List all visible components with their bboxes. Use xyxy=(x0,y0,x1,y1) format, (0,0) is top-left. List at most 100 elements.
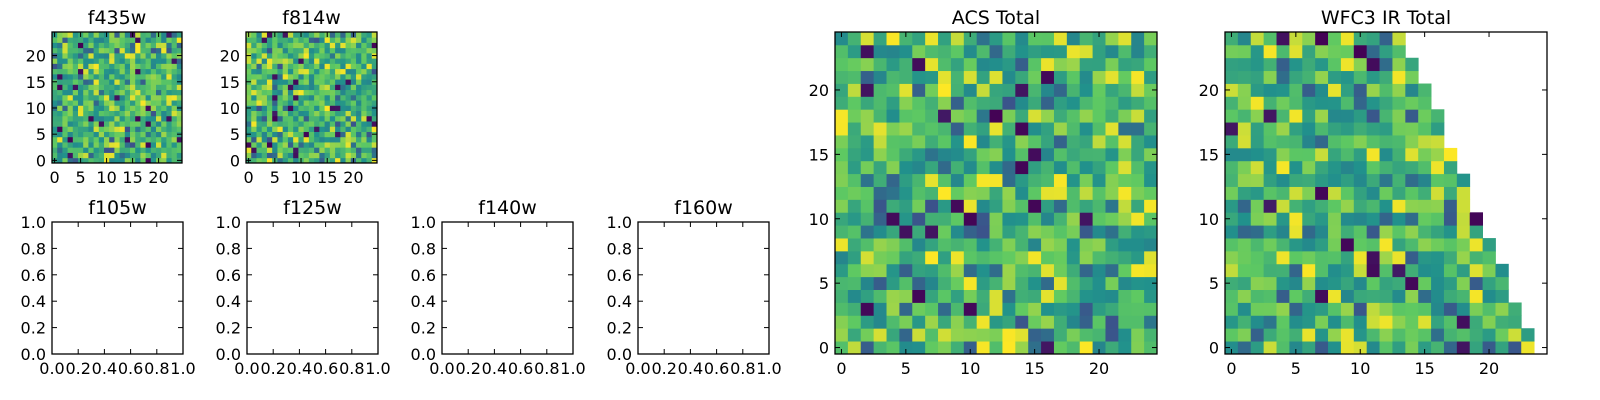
heatmap-cell xyxy=(1276,160,1290,175)
heatmap-cell xyxy=(371,89,378,96)
x-tick-label: 0.2 xyxy=(260,359,285,378)
heatmap-cell xyxy=(989,328,1003,342)
heatmap-cell xyxy=(938,212,952,226)
heatmap-cell xyxy=(114,68,120,75)
heatmap-cell xyxy=(366,47,373,54)
heatmap-cell xyxy=(166,126,172,132)
heatmap-cell xyxy=(1250,122,1265,136)
heatmap-cell xyxy=(356,115,362,122)
heatmap-cell xyxy=(1237,173,1252,187)
heatmap-cell xyxy=(873,289,887,303)
heatmap-cell xyxy=(114,89,120,96)
heatmap-cell xyxy=(166,89,172,96)
heatmap-cell xyxy=(976,186,990,200)
heatmap-cell xyxy=(1015,83,1029,97)
heatmap-cell xyxy=(67,89,74,96)
heatmap-cell xyxy=(1392,289,1406,303)
heatmap-cell xyxy=(256,147,263,153)
heatmap-cell xyxy=(886,212,900,226)
heatmap-cell xyxy=(124,126,131,132)
heatmap-cell xyxy=(1250,212,1265,226)
heatmap-cell xyxy=(88,121,94,127)
heatmap-cell xyxy=(114,110,120,117)
heatmap-cell xyxy=(938,109,952,123)
heatmap-cell xyxy=(345,115,352,122)
heatmap-cell xyxy=(1105,199,1119,213)
heatmap-cell xyxy=(83,157,89,164)
heatmap-cell xyxy=(1392,250,1406,265)
heatmap-cell xyxy=(1302,160,1316,175)
heatmap-cell xyxy=(963,341,978,355)
heatmap-cell xyxy=(1405,315,1419,329)
heatmap-cell xyxy=(251,142,257,148)
heatmap-cell xyxy=(72,79,79,85)
heatmap-cell xyxy=(847,70,862,84)
heatmap-cell xyxy=(1237,57,1252,72)
heatmap-cell xyxy=(366,79,373,85)
heatmap-cell xyxy=(1276,250,1290,265)
heatmap-cell xyxy=(1379,173,1393,187)
heatmap-cell xyxy=(366,147,373,153)
heatmap-cell xyxy=(950,32,965,46)
heatmap-cell xyxy=(371,42,378,49)
heatmap-cell xyxy=(1105,302,1119,316)
heatmap-cell xyxy=(130,94,136,101)
heatmap-cell xyxy=(938,302,952,316)
heatmap-cell xyxy=(145,58,152,64)
heatmap-cell xyxy=(261,79,268,85)
heatmap-cell xyxy=(925,199,939,213)
x-tick-label: 10 xyxy=(96,168,116,187)
heatmap-cell xyxy=(1237,32,1252,46)
heatmap-cell xyxy=(166,147,172,153)
heatmap-cell xyxy=(1105,109,1119,123)
heatmap-cell xyxy=(340,58,346,64)
heatmap-cell xyxy=(350,110,357,117)
heatmap-cell xyxy=(266,89,273,96)
heatmap-cell xyxy=(277,115,284,122)
heatmap-cell xyxy=(156,58,162,64)
heatmap-cell xyxy=(319,63,325,70)
heatmap-cell xyxy=(886,186,900,200)
heatmap-cell xyxy=(1289,186,1303,200)
heatmap-cell xyxy=(124,100,131,106)
heatmap-cell xyxy=(272,79,278,85)
heatmap-cell xyxy=(976,57,990,72)
heatmap-cell xyxy=(62,147,68,153)
heatmap-cell xyxy=(1144,96,1158,110)
heatmap-cell xyxy=(150,94,157,101)
heatmap-cell xyxy=(303,47,310,54)
heatmap-cell xyxy=(1118,147,1132,162)
y-tick-label: 0.6 xyxy=(216,266,241,285)
heatmap-cell xyxy=(246,136,252,143)
heatmap-cell xyxy=(1392,186,1406,200)
heatmap-cell xyxy=(345,142,352,148)
heatmap-cell xyxy=(1456,225,1471,239)
heatmap-cell xyxy=(1092,315,1106,329)
heatmap-cell xyxy=(1250,289,1265,303)
heatmap-cell xyxy=(319,136,325,143)
heatmap-cell xyxy=(287,126,294,132)
heatmap-cell xyxy=(261,121,268,127)
heatmap-cell xyxy=(329,152,336,159)
heatmap-cell xyxy=(860,160,875,175)
heatmap-cell xyxy=(1366,199,1380,213)
heatmap-cell xyxy=(340,52,346,59)
heatmap-cells xyxy=(52,32,183,164)
heatmap-cell xyxy=(114,142,120,148)
heatmap-cell xyxy=(860,263,875,278)
heatmap-cell xyxy=(124,84,131,91)
heatmap-cell xyxy=(1340,186,1355,200)
heatmap-cell xyxy=(293,68,299,75)
heatmap-cell xyxy=(287,84,294,91)
heatmap-cell xyxy=(1144,122,1158,136)
heatmap-cell xyxy=(324,131,331,138)
heatmap-cell xyxy=(124,152,131,159)
heatmap-cell xyxy=(371,110,378,117)
heatmap-cell xyxy=(1028,160,1042,175)
heatmap-cell xyxy=(1263,315,1277,329)
heatmap-cell xyxy=(114,131,120,138)
heatmap-cell xyxy=(1353,238,1368,252)
heatmap-cell xyxy=(925,315,939,329)
heatmap-cell xyxy=(88,32,94,38)
heatmap-cell xyxy=(98,84,105,91)
